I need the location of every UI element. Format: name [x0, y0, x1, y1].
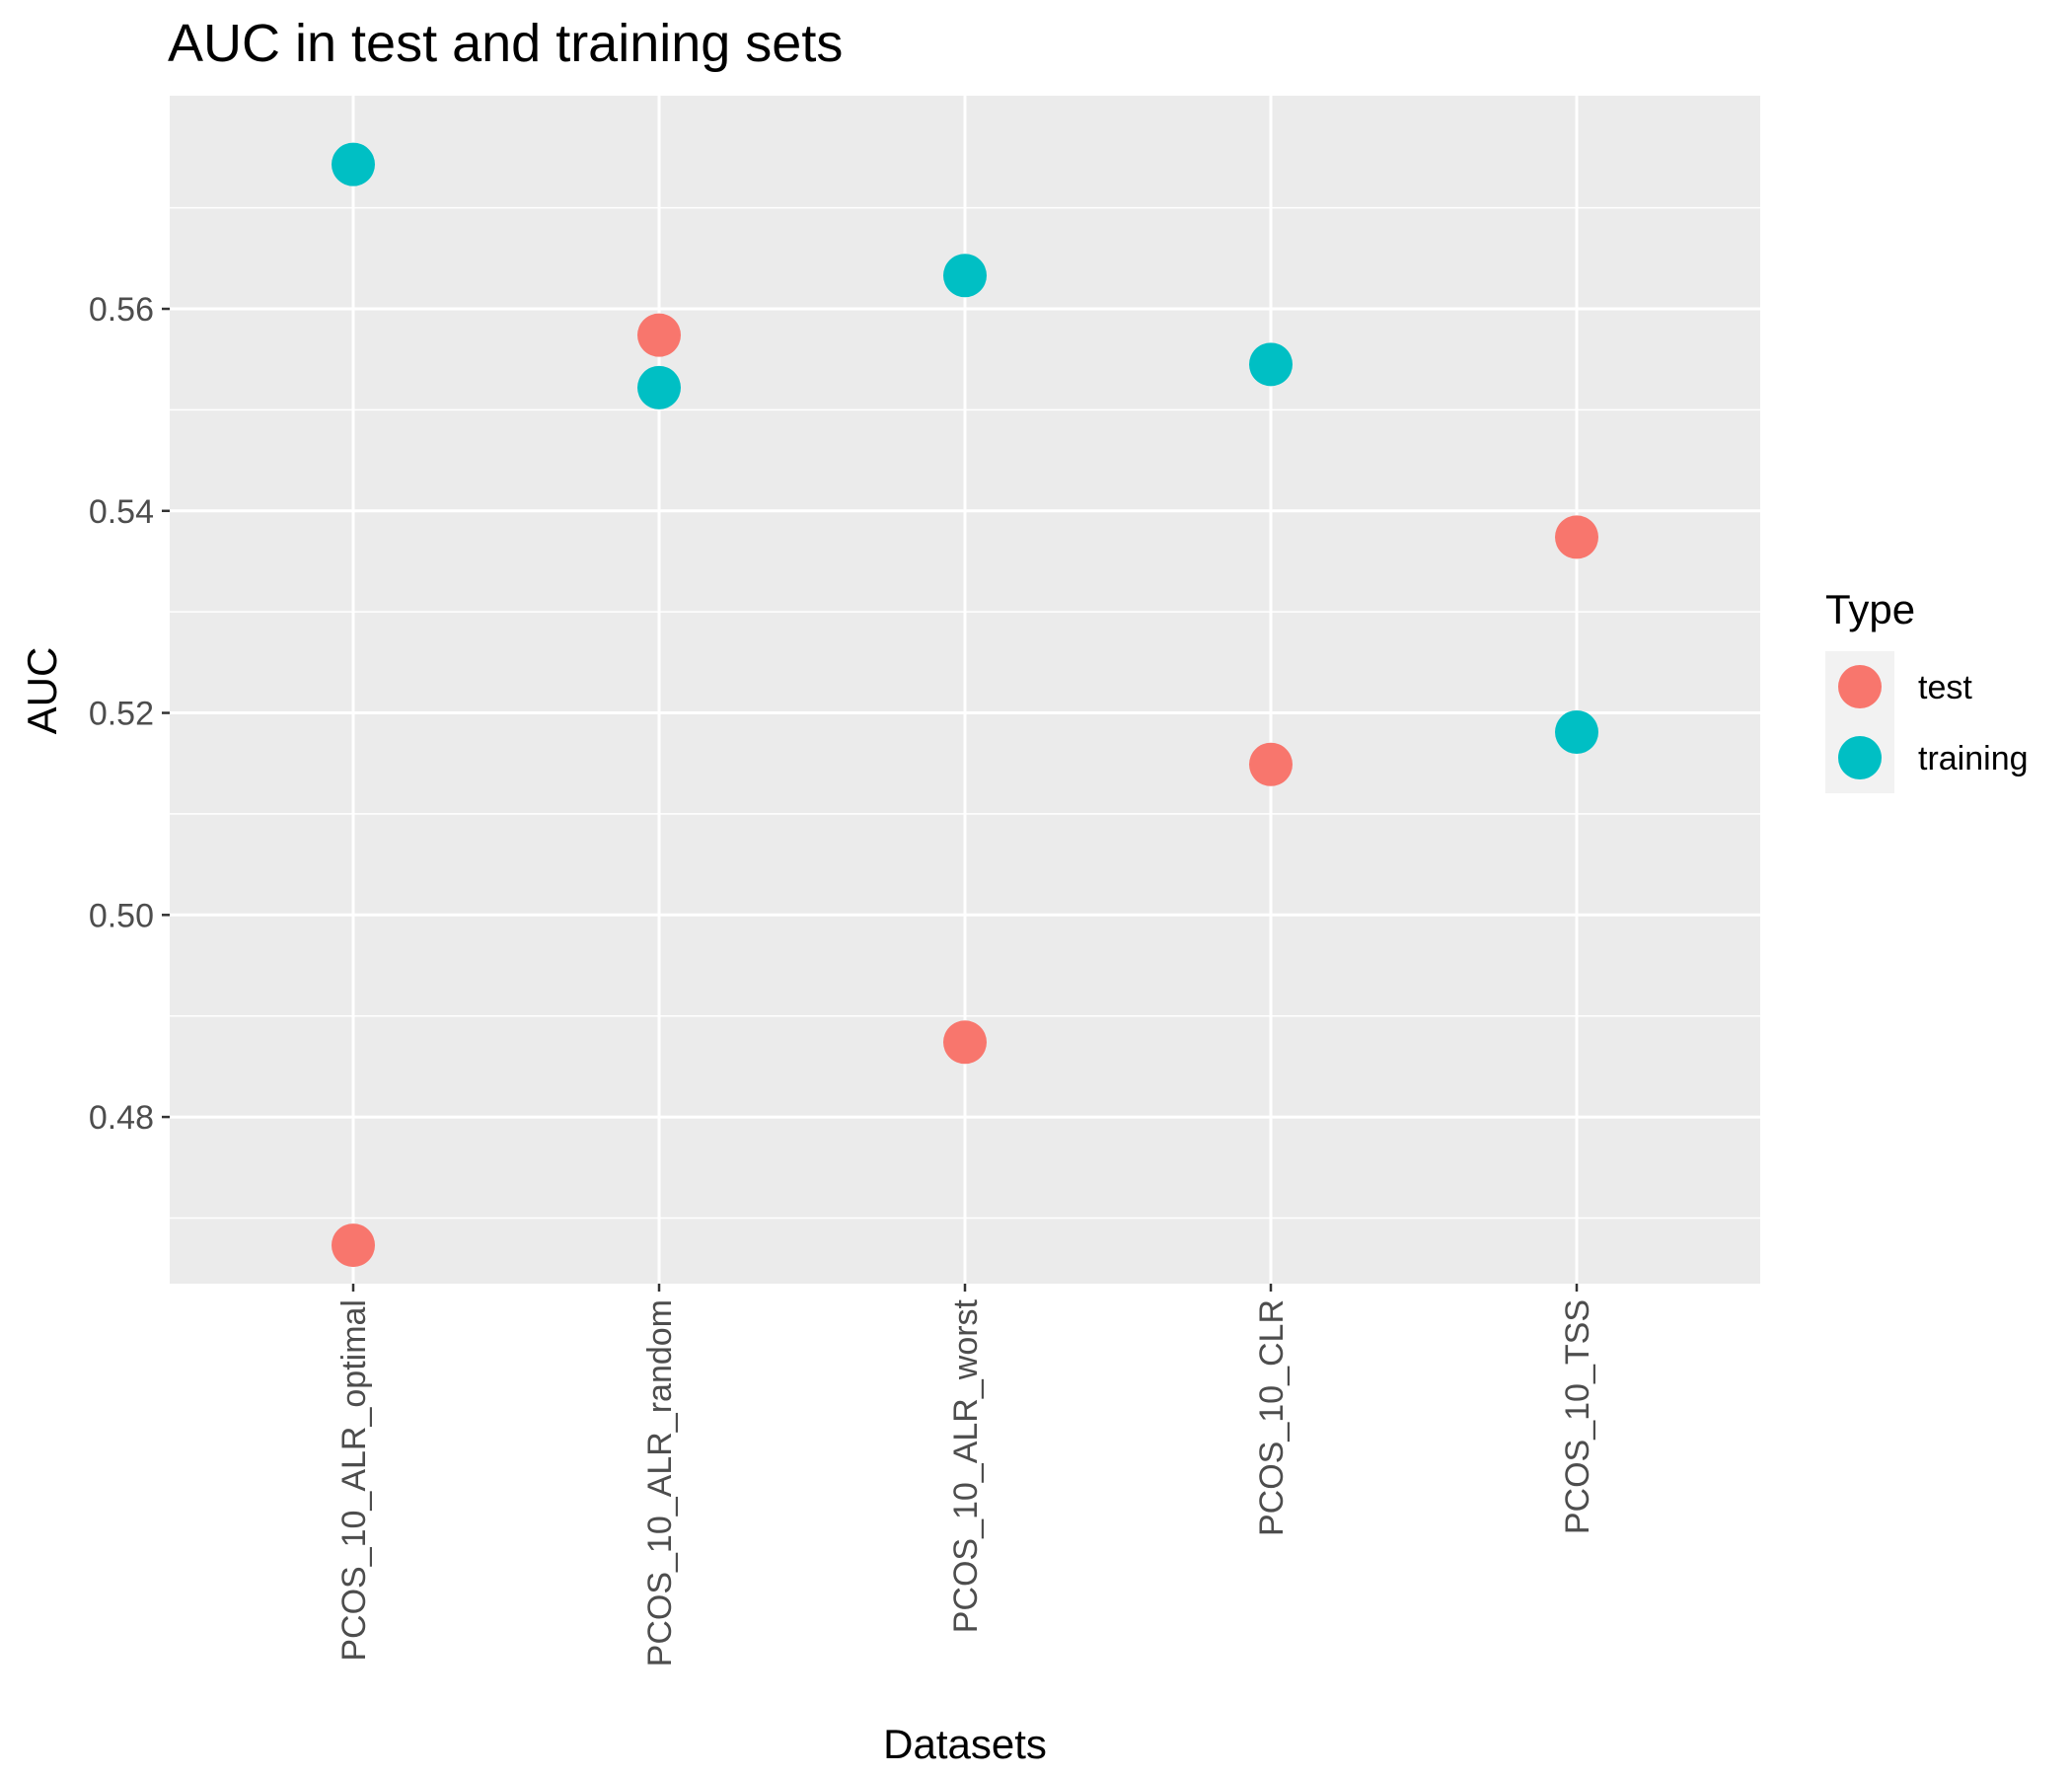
- major-gridlines: [170, 96, 1760, 1284]
- x-tick-label: PCOS_10_CLR: [1253, 1299, 1291, 1536]
- y-tick-label: 0.52: [89, 696, 154, 733]
- y-tick-label: 0.50: [89, 897, 154, 934]
- point-test: [943, 1020, 987, 1065]
- y-tick-label: 0.56: [89, 291, 154, 329]
- legend-label-test: test: [1918, 669, 1972, 706]
- y-axis: 0.48 0.50 0.52 0.54 0.56: [89, 291, 170, 1137]
- legend: Type test training: [1825, 586, 2029, 793]
- point-training: [332, 142, 375, 186]
- point-test: [1555, 515, 1598, 559]
- x-tick-label: PCOS_10_ALR_worst: [947, 1298, 985, 1633]
- point-training: [1249, 342, 1293, 387]
- x-tick-label: PCOS_10_ALR_optimal: [335, 1299, 373, 1662]
- legend-marker-test: [1838, 665, 1882, 708]
- legend-label-training: training: [1918, 740, 2029, 777]
- chart-title: AUC in test and training sets: [168, 14, 843, 73]
- x-tick-label: PCOS_10_TSS: [1559, 1299, 1596, 1534]
- y-tick-label: 0.48: [89, 1099, 154, 1137]
- point-training: [1555, 710, 1598, 754]
- point-training: [943, 254, 987, 298]
- point-test: [637, 313, 681, 357]
- x-axis-title: Datasets: [883, 1721, 1047, 1767]
- legend-marker-training: [1838, 736, 1882, 779]
- y-tick-label: 0.54: [89, 493, 154, 531]
- x-axis: PCOS_10_ALR_optimal PCOS_10_ALR_random PCO…: [335, 1284, 1596, 1666]
- y-axis-title: AUC: [19, 647, 65, 735]
- legend-title: Type: [1825, 586, 1915, 632]
- x-tick-label: PCOS_10_ALR_random: [641, 1299, 679, 1666]
- point-training: [637, 365, 681, 409]
- data-points: [332, 142, 1598, 1268]
- point-test: [1249, 742, 1293, 786]
- point-test: [332, 1223, 375, 1268]
